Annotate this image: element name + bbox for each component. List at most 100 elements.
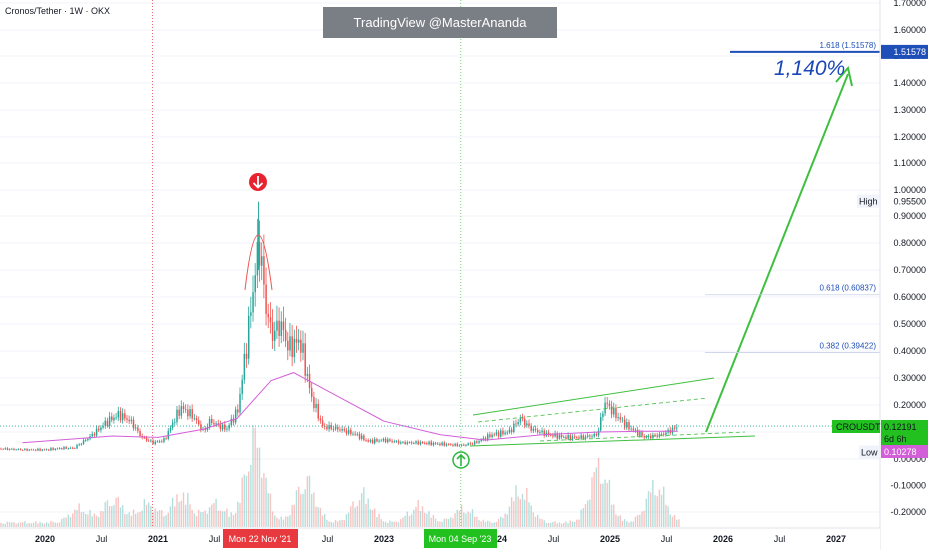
price-tick-label: 0.00000 bbox=[893, 454, 926, 464]
candle-body bbox=[32, 449, 35, 451]
volume-bar bbox=[465, 513, 467, 527]
candle-body bbox=[508, 429, 511, 433]
volume-bar bbox=[124, 513, 126, 527]
candle-body bbox=[287, 340, 289, 351]
candle-body bbox=[445, 444, 448, 446]
volume-bar bbox=[619, 515, 621, 527]
candle-body bbox=[82, 440, 85, 444]
candle-body bbox=[213, 422, 215, 425]
candle-body bbox=[593, 433, 595, 437]
candle-body bbox=[610, 406, 613, 415]
volume-bar bbox=[669, 514, 671, 527]
volume-bar bbox=[554, 521, 556, 527]
candle-body bbox=[100, 427, 102, 431]
volume-bar bbox=[671, 516, 674, 527]
last-price-value: 0.12191 bbox=[884, 422, 917, 432]
volume-bar bbox=[328, 521, 330, 527]
candle-body bbox=[654, 434, 656, 436]
candle-body bbox=[395, 441, 398, 442]
volume-bar bbox=[400, 519, 402, 527]
volume-bar bbox=[389, 520, 391, 527]
volume-bar bbox=[41, 522, 43, 527]
candle-body bbox=[4, 448, 7, 450]
volume-bar bbox=[76, 510, 78, 527]
volume-bar bbox=[363, 487, 365, 527]
time-tick-label: Jul bbox=[774, 534, 786, 544]
volume-bar bbox=[652, 479, 654, 527]
volume-bar bbox=[58, 522, 61, 527]
volume-bar bbox=[356, 505, 359, 527]
volume-bar bbox=[369, 509, 372, 527]
candle-body bbox=[156, 441, 159, 443]
candle-body bbox=[415, 441, 417, 444]
volume-bar bbox=[306, 476, 309, 527]
volume-bar bbox=[417, 499, 419, 527]
volume-bar bbox=[608, 479, 611, 527]
candle-body bbox=[623, 419, 626, 428]
candle-body bbox=[478, 441, 480, 443]
candle-body bbox=[602, 413, 604, 418]
candle-body bbox=[423, 443, 426, 444]
volume-bar bbox=[360, 493, 363, 527]
candle-body bbox=[369, 439, 372, 442]
volume-bar bbox=[67, 514, 69, 527]
candle-body bbox=[384, 438, 387, 443]
candle-body bbox=[274, 330, 276, 341]
volume-bar bbox=[139, 512, 141, 527]
candle-body bbox=[319, 418, 322, 421]
symbol-title[interactable]: Cronos/Tether · 1W · OKX bbox=[5, 6, 111, 16]
candle-body bbox=[176, 409, 178, 423]
volume-bar bbox=[141, 510, 143, 527]
volume-bar bbox=[156, 511, 159, 527]
candle-body bbox=[297, 339, 300, 343]
volume-bar bbox=[254, 427, 256, 527]
price-tick-label: 0.70000 bbox=[893, 265, 926, 275]
candle-body bbox=[221, 424, 224, 430]
candle-body bbox=[660, 434, 663, 436]
volume-bar bbox=[39, 521, 41, 527]
candle-body bbox=[182, 406, 185, 410]
volume-bar bbox=[126, 514, 128, 527]
candle-body bbox=[430, 441, 433, 446]
volume-bar bbox=[245, 475, 248, 527]
volume-bar bbox=[543, 520, 545, 527]
candle-body bbox=[526, 423, 528, 426]
candle-body bbox=[476, 441, 478, 443]
candle-body bbox=[317, 404, 320, 419]
volume-bar bbox=[310, 494, 313, 527]
candle-body bbox=[293, 338, 296, 358]
candle-body bbox=[265, 284, 267, 315]
volume-bar bbox=[573, 521, 576, 527]
candle-body bbox=[256, 241, 259, 276]
candle-body bbox=[174, 422, 176, 423]
volume-bar bbox=[308, 475, 311, 527]
volume-bar bbox=[261, 477, 263, 527]
candle-body bbox=[282, 321, 285, 330]
volume-bar bbox=[37, 523, 39, 527]
volume-bar bbox=[145, 504, 148, 527]
candle-body bbox=[328, 425, 330, 430]
candle-body bbox=[534, 428, 537, 430]
volume-bar bbox=[582, 508, 585, 527]
volume-bar bbox=[402, 517, 404, 527]
candle-body bbox=[24, 449, 26, 451]
volume-bar bbox=[493, 522, 495, 527]
volume-bar bbox=[567, 523, 569, 527]
candle-body bbox=[15, 449, 17, 451]
volume-bar bbox=[19, 522, 22, 527]
candle-body bbox=[641, 432, 643, 437]
volume-bar bbox=[54, 522, 56, 527]
candle-body bbox=[413, 443, 415, 445]
volume-bar bbox=[191, 509, 193, 527]
volume-bar bbox=[82, 511, 85, 527]
candle-body bbox=[471, 443, 474, 445]
price-axis bbox=[880, 0, 932, 550]
volume-bar bbox=[639, 514, 641, 527]
volume-bar bbox=[213, 503, 215, 527]
countdown-label: 6d 6h bbox=[884, 434, 907, 444]
volume-bar bbox=[406, 511, 408, 527]
candle-body bbox=[558, 435, 561, 439]
candle-body bbox=[6, 448, 9, 450]
candle-body bbox=[102, 425, 104, 428]
